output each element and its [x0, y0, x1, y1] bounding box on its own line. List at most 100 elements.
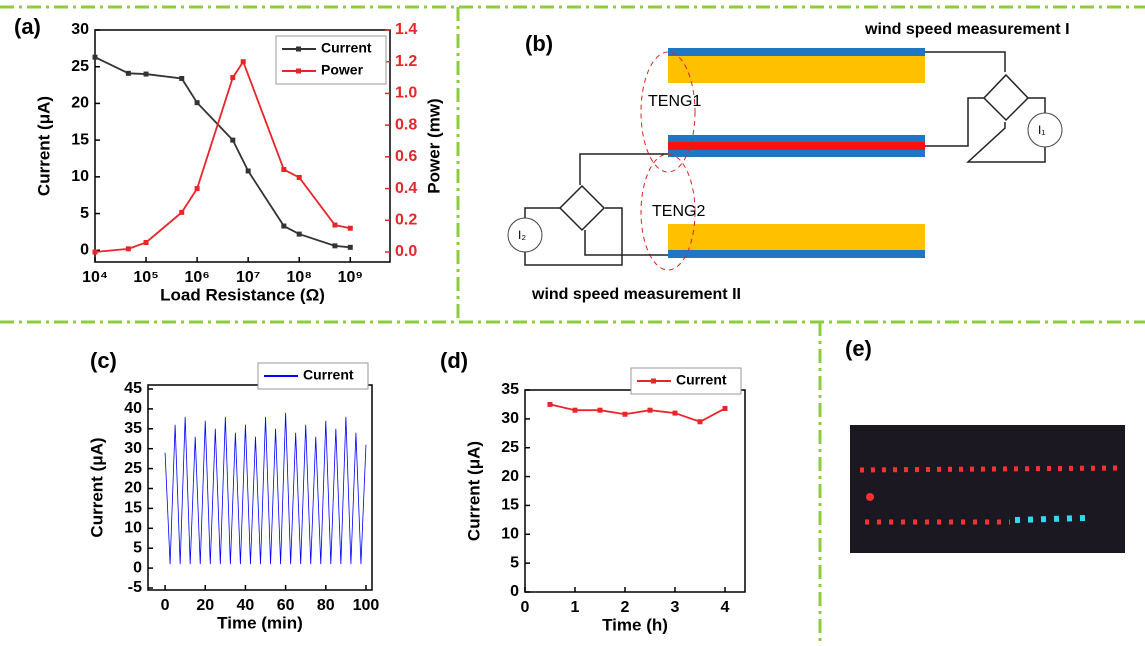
- x-tick-label: 10⁸: [287, 269, 312, 286]
- y-tick-label: 15: [71, 131, 89, 148]
- x-axis-label: Time (min): [217, 613, 303, 632]
- legend-label: Current: [303, 367, 354, 383]
- series-line: [164, 412, 367, 565]
- label: TENG1: [648, 93, 701, 110]
- legend-marker: [296, 46, 301, 52]
- panel-label: (d): [440, 348, 468, 373]
- y-tick-label: 25: [124, 460, 142, 477]
- x-tick-label: 4: [721, 599, 730, 616]
- data-point: [547, 401, 553, 407]
- y-tick-label: 20: [124, 480, 142, 497]
- data-point: [647, 407, 653, 413]
- data-point: [347, 225, 353, 231]
- y-axis-label: Current (μA): [464, 441, 483, 541]
- x-tick-label: 10⁷: [236, 269, 260, 286]
- x-tick-label: 60: [277, 597, 295, 614]
- y-tick-label: 10: [71, 168, 89, 185]
- x-tick-label: 20: [196, 597, 214, 614]
- y-tick-label: 20: [501, 468, 519, 485]
- data-point: [332, 222, 338, 228]
- panel-label: (c): [90, 348, 117, 373]
- label: I₂: [518, 228, 526, 242]
- y-tick-label: 30: [501, 410, 519, 427]
- data-point: [597, 407, 603, 413]
- legend-marker: [651, 378, 656, 384]
- label: wind speed measurement II: [531, 286, 741, 303]
- x-tick-label: 10⁹: [338, 269, 363, 286]
- panel-label: (a): [14, 14, 41, 39]
- data-point: [143, 239, 149, 245]
- y2-axis-label: Power (mw): [424, 98, 443, 193]
- data-point: [143, 71, 149, 77]
- y2-tick-label: 0.6: [395, 148, 417, 165]
- y-tick-label: 25: [501, 439, 519, 456]
- y-tick-label: 0: [510, 583, 519, 600]
- data-point: [281, 167, 287, 173]
- legend-label: Current: [321, 40, 372, 56]
- data-point: [697, 419, 703, 425]
- data-point: [179, 75, 185, 81]
- y-tick-label: 30: [71, 21, 89, 38]
- data-point: [722, 405, 728, 411]
- y2-tick-label: 1.4: [395, 21, 417, 38]
- y-tick-label: 0: [133, 559, 142, 576]
- label: wind speed measurement I: [864, 21, 1070, 38]
- legend-label: Power: [321, 62, 364, 78]
- y2-tick-label: 0.4: [395, 180, 417, 197]
- x-tick-label: 3: [671, 599, 680, 616]
- x-tick-label: 80: [317, 597, 335, 614]
- legend-box: [275, 35, 387, 85]
- y-tick-label: 15: [124, 500, 142, 517]
- data-point: [332, 243, 338, 249]
- series-line: [94, 59, 351, 253]
- data-point: [194, 186, 200, 192]
- x-tick-label: 0: [161, 597, 170, 614]
- data-point: [179, 209, 185, 215]
- x-tick-label: 100: [353, 597, 380, 614]
- y-tick-label: -5: [128, 579, 142, 596]
- data-point: [347, 244, 353, 250]
- x-tick-label: 10⁵: [133, 269, 158, 286]
- data-point: [281, 223, 287, 229]
- y2-tick-label: 0.2: [395, 212, 417, 229]
- x-tick-label: 10⁴: [82, 269, 108, 286]
- photo: (e): [845, 336, 1125, 553]
- y2-tick-label: 1.2: [395, 53, 417, 70]
- y-tick-label: 0: [80, 241, 89, 258]
- data-point: [125, 70, 131, 76]
- y-tick-label: 40: [124, 400, 142, 417]
- y-tick-label: 20: [71, 95, 89, 112]
- plot-frame: [524, 389, 746, 593]
- y2-tick-label: 0.8: [395, 116, 417, 133]
- y-axis-label: Current (μA): [87, 437, 106, 537]
- data-point: [92, 249, 98, 255]
- x-tick-label: 10⁶: [185, 269, 210, 286]
- legend-label: Current: [676, 372, 727, 388]
- x-tick-label: 2: [621, 599, 630, 616]
- diagram: (b) wind speed measurement I wind speed …: [507, 21, 1070, 303]
- data-point: [296, 174, 302, 180]
- series-line: [94, 56, 351, 249]
- plot-frame: [94, 29, 391, 263]
- y-tick-label: 10: [124, 520, 142, 537]
- data-point: [672, 410, 678, 416]
- y-tick-label: 25: [71, 58, 89, 75]
- legend-marker: [296, 68, 301, 74]
- y-tick-label: 5: [133, 539, 142, 556]
- x-tick-label: 0: [521, 599, 530, 616]
- data-point: [230, 137, 236, 143]
- data-point: [245, 168, 251, 174]
- panel-label: (e): [845, 336, 872, 361]
- y-tick-label: 15: [501, 497, 519, 514]
- data-point: [572, 407, 578, 413]
- y-tick-label: 35: [124, 420, 142, 437]
- y2-tick-label: 0.0: [395, 243, 417, 260]
- dividers: [0, 5, 1145, 641]
- data-point: [240, 59, 246, 65]
- data-point: [230, 75, 236, 81]
- x-tick-label: 1: [571, 599, 580, 616]
- x-axis-label: Load Resistance (Ω): [160, 285, 325, 304]
- x-axis-label: Time (h): [602, 615, 668, 634]
- data-point: [194, 100, 200, 106]
